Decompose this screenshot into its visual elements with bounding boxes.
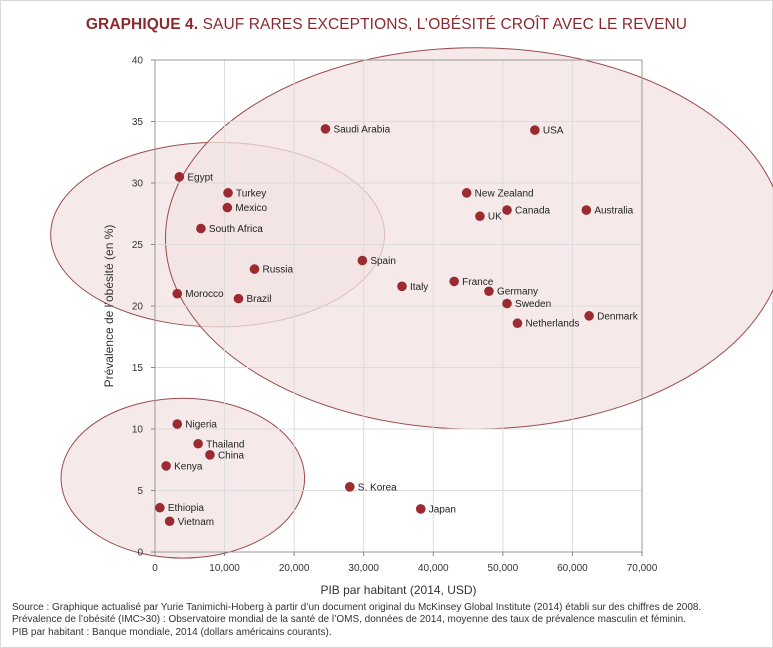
data-point xyxy=(415,504,426,514)
point-label: Denmark xyxy=(597,311,639,322)
point-label: Egypt xyxy=(187,172,213,183)
point-label: Netherlands xyxy=(525,319,579,330)
chart-title-prefix: GRAPHIQUE 4. xyxy=(85,16,199,33)
point-label: Mexico xyxy=(235,203,267,214)
y-tick-label: 15 xyxy=(132,363,144,374)
data-point xyxy=(164,516,175,527)
data-point xyxy=(461,188,472,198)
data-point xyxy=(196,223,206,234)
x-tick-label: 40,000 xyxy=(418,563,449,574)
point-label: South Africa xyxy=(209,224,263,235)
source-line-2: Prévalence de l’obésité (IMC>30) : Obser… xyxy=(12,614,686,626)
y-axis-ticks: 0 5 10 15 20 25 30 35 40 xyxy=(132,56,155,559)
point-label: Kenya xyxy=(174,461,203,472)
y-tick-label: 25 xyxy=(132,240,144,251)
point-label: Vietnam xyxy=(178,517,215,528)
x-axis-ticks: 0 10,000 20,000 30,000 40,000 50,000 60,000 70,… xyxy=(152,552,658,574)
y-tick-label: 35 xyxy=(132,117,144,128)
data-point xyxy=(205,450,215,460)
point-label: Saudi Arabia xyxy=(333,124,390,135)
data-point xyxy=(357,255,368,266)
point-label: Thailand xyxy=(206,439,244,450)
data-point xyxy=(345,482,355,492)
point-label: Italy xyxy=(410,282,428,293)
chart-title-text: SAUF RARES EXCEPTIONS, L’OBÉSITÉ CROÎT A… xyxy=(202,16,688,33)
source-line-1: Source : Graphique actualisé par Yurie T… xyxy=(12,602,702,613)
data-point xyxy=(512,318,523,329)
x-tick-label: 10,000 xyxy=(209,563,240,574)
y-tick-label: 10 xyxy=(132,425,144,436)
data-point xyxy=(155,502,165,513)
x-tick-label: 20,000 xyxy=(279,563,310,574)
data-point xyxy=(172,419,183,429)
point-label: France xyxy=(462,277,494,288)
point-label: Morocco xyxy=(185,289,224,300)
y-tick-label: 5 xyxy=(137,486,143,497)
data-point xyxy=(584,311,594,321)
data-point xyxy=(161,461,171,471)
source-notes: Source : Graphique actualisé par Yurie T… xyxy=(12,602,767,639)
x-tick-label: 30,000 xyxy=(348,563,379,574)
data-point xyxy=(172,288,183,299)
data-point xyxy=(233,293,244,304)
point-label: New Zealand xyxy=(475,188,534,199)
point-label: Canada xyxy=(515,206,550,217)
data-point xyxy=(475,211,485,222)
cluster-ellipse-low-income xyxy=(60,397,306,559)
data-point xyxy=(222,202,233,213)
point-label: Nigeria xyxy=(185,420,217,431)
point-label: USA xyxy=(543,126,564,137)
point-label: Brazil xyxy=(246,294,271,305)
data-point xyxy=(223,188,233,198)
point-label: Spain xyxy=(370,256,396,267)
data-points: Saudi Arabia USA Egypt Turkey Mexico New Zeal… xyxy=(155,124,639,528)
point-label: China xyxy=(218,450,245,461)
y-tick-label: 0 xyxy=(137,548,143,559)
x-tick-label: 60,000 xyxy=(557,563,588,574)
data-point xyxy=(502,298,512,309)
point-label: Australia xyxy=(594,206,633,217)
point-label: Ethiopia xyxy=(168,503,205,514)
data-point xyxy=(174,172,185,182)
x-tick-label: 0 xyxy=(152,563,158,574)
data-point xyxy=(581,205,592,215)
source-line-3: PIB par habitant : Banque mondiale, 2014… xyxy=(12,626,332,638)
data-point xyxy=(502,205,512,215)
data-point xyxy=(320,124,331,134)
data-point xyxy=(530,125,540,135)
data-point xyxy=(484,286,494,297)
point-label: Russia xyxy=(262,265,293,276)
data-point xyxy=(193,438,203,449)
x-tick-label: 70,000 xyxy=(627,563,658,574)
point-label: Germany xyxy=(497,287,538,298)
x-axis-label: PIB par habitant (2014, USD) xyxy=(320,583,476,597)
point-label: UK xyxy=(488,212,502,223)
y-tick-label: 20 xyxy=(132,302,144,313)
cluster-ellipse-high-income xyxy=(165,47,773,430)
scatter-chart: 0 10,000 20,000 30,000 40,000 50,000 60,000 70,… xyxy=(50,47,773,597)
chart-title: GRAPHIQUE 4. SAUF RARES EXCEPTIONS, L’OB… xyxy=(0,16,773,34)
point-label: Japan xyxy=(429,504,456,515)
y-tick-label: 30 xyxy=(132,179,144,190)
data-point xyxy=(397,281,407,292)
point-label: Sweden xyxy=(515,299,551,310)
point-label: S. Korea xyxy=(358,482,397,493)
y-axis-label: Prévalence de l’obésité (en %) xyxy=(102,225,116,388)
x-tick-label: 50,000 xyxy=(488,563,519,574)
point-label: Turkey xyxy=(236,188,266,199)
data-point xyxy=(449,276,459,287)
y-tick-label: 40 xyxy=(132,56,144,67)
cluster-ellipses xyxy=(50,47,773,559)
data-point xyxy=(249,264,260,274)
